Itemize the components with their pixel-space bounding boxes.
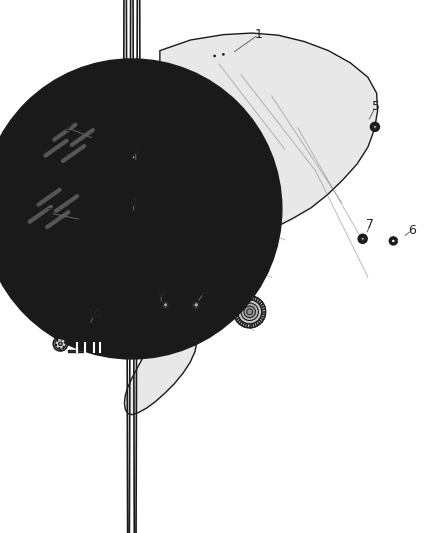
Ellipse shape — [373, 124, 377, 130]
Ellipse shape — [187, 144, 198, 155]
Circle shape — [56, 344, 57, 345]
Circle shape — [53, 336, 67, 351]
Text: 9: 9 — [157, 287, 165, 300]
Text: 2: 2 — [64, 122, 72, 134]
Text: 6: 6 — [408, 224, 416, 237]
Circle shape — [223, 53, 224, 55]
Circle shape — [0, 59, 282, 359]
Ellipse shape — [185, 142, 200, 157]
Ellipse shape — [129, 152, 138, 162]
Text: 1: 1 — [254, 28, 262, 41]
Ellipse shape — [233, 296, 266, 328]
Ellipse shape — [194, 303, 198, 307]
Ellipse shape — [131, 155, 136, 159]
Ellipse shape — [361, 237, 364, 240]
Ellipse shape — [161, 301, 170, 309]
Text: 7: 7 — [366, 219, 374, 231]
Ellipse shape — [244, 306, 255, 318]
Circle shape — [64, 342, 65, 343]
Ellipse shape — [374, 125, 376, 128]
Ellipse shape — [162, 302, 169, 308]
Ellipse shape — [238, 300, 261, 324]
Ellipse shape — [360, 236, 365, 241]
Ellipse shape — [371, 124, 378, 130]
Polygon shape — [124, 33, 378, 415]
Text: 10: 10 — [86, 308, 102, 321]
Text: 8: 8 — [200, 287, 208, 300]
Circle shape — [55, 338, 66, 349]
Ellipse shape — [184, 141, 201, 158]
Ellipse shape — [358, 235, 367, 243]
Ellipse shape — [359, 236, 366, 242]
Ellipse shape — [193, 302, 200, 308]
Ellipse shape — [241, 303, 258, 320]
Ellipse shape — [158, 150, 166, 159]
Ellipse shape — [192, 301, 201, 309]
Text: 2: 2 — [46, 207, 54, 220]
Text: 4: 4 — [130, 197, 138, 210]
Circle shape — [61, 339, 62, 340]
Ellipse shape — [130, 154, 137, 161]
Circle shape — [59, 348, 60, 349]
Ellipse shape — [157, 149, 167, 160]
Ellipse shape — [132, 156, 135, 159]
Ellipse shape — [103, 346, 105, 349]
Circle shape — [214, 55, 215, 57]
Text: 5: 5 — [372, 100, 380, 113]
Ellipse shape — [247, 309, 253, 315]
Bar — [68, 350, 84, 352]
Circle shape — [63, 346, 64, 348]
Ellipse shape — [163, 303, 168, 307]
Text: 3: 3 — [132, 144, 140, 157]
Ellipse shape — [371, 123, 379, 131]
Circle shape — [59, 342, 62, 345]
Circle shape — [57, 340, 58, 341]
Ellipse shape — [189, 146, 196, 153]
